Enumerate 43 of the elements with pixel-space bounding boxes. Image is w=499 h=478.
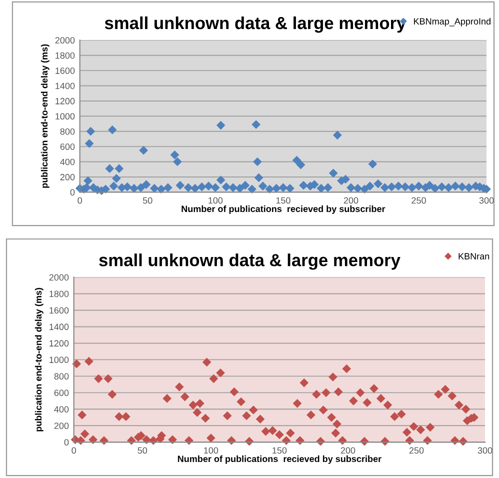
y-tick-label: 1200	[56, 98, 75, 104]
x-tick-label: 300	[479, 197, 494, 204]
y-tick-label: 1600	[56, 68, 75, 74]
y-tick-label: 600	[60, 144, 75, 150]
chart-title: small unknown data & large memory	[104, 16, 406, 33]
x-tick-label: 0	[78, 197, 82, 204]
y-tick-label: 1200	[50, 340, 69, 347]
x-tick-label: 150	[276, 197, 290, 204]
y-tick-label: 1600	[50, 307, 69, 314]
y-tick-label: 400	[54, 406, 69, 413]
y-tick-label: 1400	[50, 324, 69, 330]
y-tick-label: 200	[60, 174, 75, 180]
chart-title: small unknown data & large memory	[99, 254, 400, 270]
y-tick-label: 1800	[50, 290, 69, 298]
x-tick-label: 100	[208, 197, 223, 204]
legend-label: KBNran	[458, 253, 490, 260]
x-tick-label: 250	[412, 197, 426, 204]
y-tick-label: 1000	[50, 356, 69, 364]
y-tick-label: 2000	[49, 274, 69, 281]
x-tick-label: 50	[138, 447, 148, 454]
y-tick-label: 800	[60, 128, 75, 135]
y-tick-label: 600	[54, 390, 69, 396]
x-tick-label: 150	[272, 447, 287, 454]
y-tick-label: 1400	[56, 82, 75, 90]
x-tick-label: 100	[204, 447, 218, 454]
x-axis-title: Number of publications recieved by subscriber	[182, 205, 386, 214]
x-tick-label: 250	[409, 447, 424, 454]
x-tick-label: 300	[478, 447, 492, 454]
y-tick-label: 2000	[55, 37, 75, 44]
y-axis-title: publication end-to-end delay (ms)	[34, 288, 44, 432]
legend-label: KBNmap_ApproInd	[414, 18, 490, 26]
x-tick-label: 50	[142, 197, 152, 204]
x-tick-label: 200	[340, 447, 356, 454]
y-tick-label: 800	[54, 373, 69, 380]
y-tick-label: 1800	[56, 52, 75, 59]
y-tick-label: 200	[54, 422, 69, 430]
y-tick-label: 1000	[56, 113, 75, 120]
x-tick-label: 200	[344, 197, 358, 204]
y-tick-label: 0	[70, 189, 75, 196]
y-tick-label: 0	[64, 439, 69, 446]
x-axis-title: Number of publications recieved by subscriber	[178, 455, 382, 464]
y-axis-title: publication end-to-end delay (ms)	[40, 44, 50, 188]
y-tick-label: 400	[60, 158, 75, 166]
